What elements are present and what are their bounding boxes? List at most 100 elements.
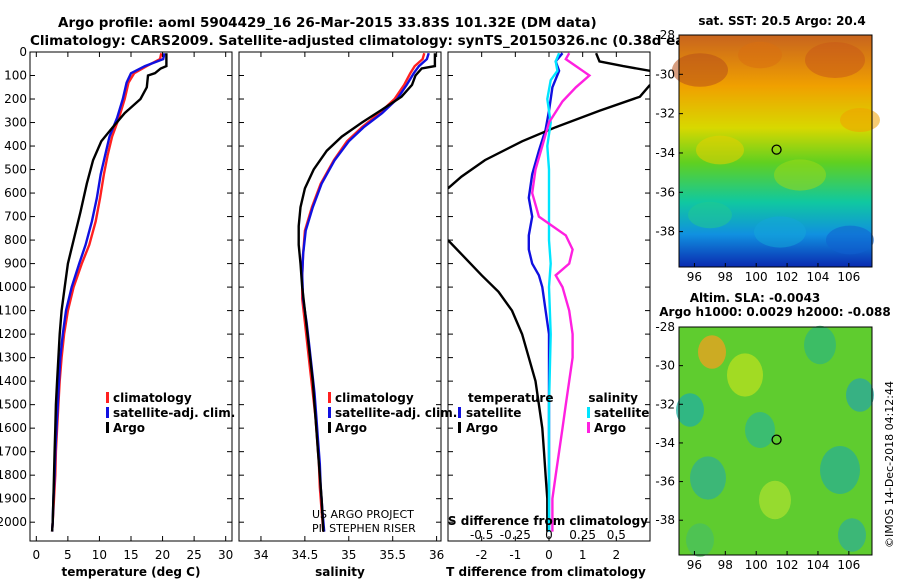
- sla-texture: [846, 378, 874, 412]
- sla-texture: [676, 393, 704, 427]
- series-satellite-adj-clim-: [50, 52, 166, 532]
- series-s-satellite: [546, 52, 561, 532]
- y-tick-label: 300: [4, 116, 27, 130]
- map-y-tick-label: -34: [655, 436, 675, 450]
- map-y-tick-label: -30: [655, 359, 675, 373]
- map-x-tick-label: 96: [687, 270, 702, 284]
- legend-argo: Argo: [335, 421, 367, 435]
- salinity-axis-label: salinity: [315, 565, 365, 579]
- map-y-tick-label: -32: [655, 397, 675, 411]
- salinity-panel: [238, 51, 442, 542]
- project-credit-line1: US ARGO PROJECT: [312, 508, 414, 521]
- sst-texture: [774, 159, 826, 191]
- map-x-tick-label: 98: [718, 558, 733, 572]
- map-y-tick-label: -38: [655, 225, 675, 239]
- legend-climatology: climatology: [335, 391, 414, 405]
- y-tick-label: 1200: [0, 327, 27, 341]
- temperature-legend: climatology satellite-adj. clim. Argo: [106, 391, 235, 435]
- temperature-axis-label: temperature (deg C): [62, 565, 201, 579]
- map-x-tick-label: 102: [776, 270, 799, 284]
- x-tick-label: -2: [476, 548, 488, 562]
- figure-title-line2: Climatology: CARS2009. Satellite-adjuste…: [30, 33, 722, 49]
- legend-temperature-title: temperature: [468, 391, 553, 405]
- x-tick-label: 0: [545, 548, 553, 562]
- sla-texture: [686, 523, 714, 557]
- x-tick-label: 15: [123, 548, 138, 562]
- s-diff-tick-label: 0: [545, 528, 553, 542]
- series-s-argo: [530, 52, 592, 532]
- difference-legend: temperature satellite Argo salinity sate…: [458, 391, 649, 435]
- map-x-tick-label: 106: [837, 558, 860, 572]
- map-x-tick-label: 102: [776, 558, 799, 572]
- x-tick-label: 0: [32, 548, 40, 562]
- sla-texture: [804, 325, 836, 365]
- sla-texture: [727, 353, 763, 397]
- series-argo: [50, 53, 168, 532]
- x-tick-label: -1: [509, 548, 521, 562]
- y-tick-label: 1800: [0, 468, 27, 482]
- float-position-marker: [771, 144, 782, 155]
- figure-title-line1: Argo profile: aoml 5904429_16 26-Mar-201…: [58, 15, 597, 31]
- y-tick-label: 100: [4, 69, 27, 83]
- series-t-argo: [594, 52, 650, 72]
- series-t-satellite: [527, 52, 564, 532]
- map-x-tick-label: 100: [745, 558, 768, 572]
- sla-texture: [698, 335, 726, 369]
- s-diff-tick-label: -0.5: [470, 528, 493, 542]
- legend-s-satellite: satellite: [594, 406, 649, 420]
- y-tick-label: 1400: [0, 374, 27, 388]
- sla-map-title: Altim. SLA: -0.0043: [690, 291, 821, 305]
- y-tick-label: 1700: [0, 445, 27, 459]
- map-y-tick-label: -36: [655, 475, 675, 489]
- legend-satellite: satellite-adj. clim.: [335, 406, 457, 420]
- sla-texture: [838, 518, 866, 552]
- sst-texture: [840, 108, 880, 132]
- y-tick-label: 500: [4, 163, 27, 177]
- map-x-tick-label: 96: [687, 558, 702, 572]
- s-diff-tick-label: -0.25: [500, 528, 531, 542]
- map-y-tick-label: -34: [655, 146, 675, 160]
- map-y-tick-label: -38: [655, 513, 675, 527]
- map-y-tick-label: -28: [655, 28, 675, 42]
- x-tick-label: 5: [64, 548, 72, 562]
- x-tick-label: 35: [341, 548, 356, 562]
- x-tick-label: 20: [155, 548, 170, 562]
- legend-t-satellite: satellite: [466, 406, 521, 420]
- sst-texture: [754, 216, 806, 248]
- s-diff-tick-label: 0.25: [569, 528, 596, 542]
- series-climatology: [50, 52, 163, 532]
- float-position-marker: [771, 434, 782, 445]
- sst-map-title: sat. SST: 20.5 Argo: 20.4: [698, 14, 865, 28]
- legend-salinity-title: salinity: [588, 391, 638, 405]
- map-x-tick-label: 104: [807, 558, 830, 572]
- sst-texture: [826, 225, 874, 255]
- map-x-tick-label: 104: [807, 270, 830, 284]
- sst-texture: [805, 42, 865, 78]
- y-tick-label: 400: [4, 139, 27, 153]
- sla-texture: [690, 456, 726, 500]
- map-y-tick-label: -32: [655, 107, 675, 121]
- y-tick-label: 600: [4, 186, 27, 200]
- sst-map: [672, 34, 880, 268]
- sla-map-subtitle: Argo h1000: 0.0029 h2000: -0.088: [659, 305, 890, 319]
- x-tick-label: 34.5: [292, 548, 319, 562]
- legend-argo: Argo: [113, 421, 145, 435]
- map-x-tick-label: 98: [718, 270, 733, 284]
- imos-credit: ©IMOS 14-Dec-2018 04:12:44: [883, 381, 896, 548]
- map-x-tick-label: 106: [837, 270, 860, 284]
- sla-map: [676, 325, 874, 557]
- salinity-legend: climatology satellite-adj. clim. Argo: [328, 391, 457, 435]
- series-t-argo: [448, 84, 650, 190]
- x-tick-label: 34: [253, 548, 268, 562]
- y-tick-label: 200: [4, 92, 27, 106]
- map-y-tick-label: -30: [655, 67, 675, 81]
- y-tick-label: 900: [4, 257, 27, 271]
- map-x-tick-label: 100: [745, 270, 768, 284]
- x-tick-label: 10: [92, 548, 107, 562]
- series-satellite-adj-clim-: [300, 52, 430, 532]
- s-difference-axis-label: S difference from climatology: [448, 514, 648, 528]
- sla-texture: [759, 480, 791, 520]
- map-y-tick-label: -28: [655, 320, 675, 334]
- map-y-tick-label: -36: [655, 185, 675, 199]
